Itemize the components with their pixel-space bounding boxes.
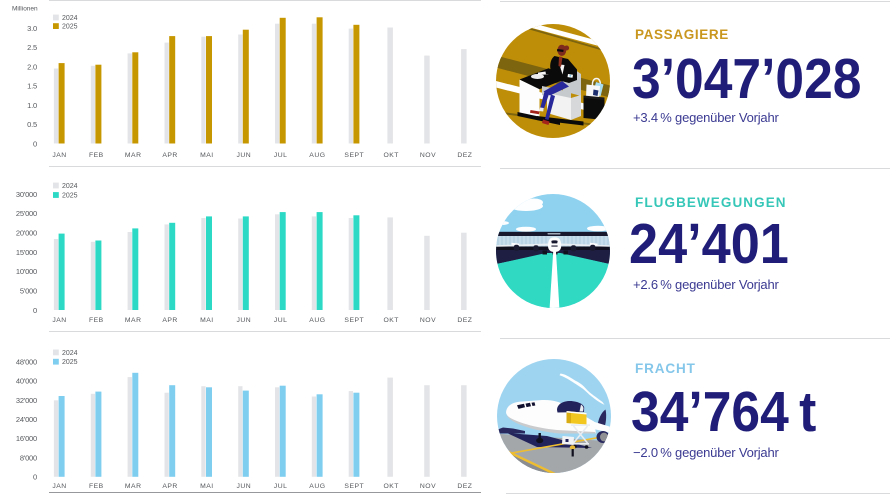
svg-text:2.0: 2.0 (27, 62, 37, 71)
svg-text:8'000: 8'000 (20, 453, 37, 462)
svg-text:APR: APR (162, 152, 177, 159)
svg-text:DEZ: DEZ (457, 317, 472, 324)
svg-text:FEB: FEB (89, 483, 104, 490)
svg-text:30'000: 30'000 (16, 190, 37, 199)
svg-text:10'000: 10'000 (16, 267, 37, 276)
svg-text:2024: 2024 (62, 15, 78, 22)
svg-text:NOV: NOV (420, 317, 436, 324)
svg-text:OKT: OKT (383, 152, 398, 159)
svg-text:MAI: MAI (200, 483, 214, 490)
svg-text:FEB: FEB (89, 152, 104, 159)
svg-text:20'000: 20'000 (16, 229, 37, 238)
svg-text:0: 0 (33, 473, 37, 482)
svg-text:JUL: JUL (274, 152, 288, 159)
svg-text:25'000: 25'000 (16, 209, 37, 218)
svg-text:48'000: 48'000 (16, 357, 37, 366)
svg-text:16'000: 16'000 (16, 434, 37, 443)
svg-text:MAR: MAR (125, 483, 142, 490)
svg-text:DEZ: DEZ (457, 483, 472, 490)
svg-text:MAR: MAR (125, 152, 142, 159)
svg-text:MAI: MAI (200, 152, 214, 159)
svg-text:APR: APR (162, 483, 177, 490)
svg-text:40'000: 40'000 (16, 377, 37, 386)
svg-text:JUN: JUN (236, 317, 251, 324)
svg-text:24'000: 24'000 (16, 415, 37, 424)
svg-text:JUN: JUN (236, 152, 251, 159)
svg-text:32'000: 32'000 (16, 396, 37, 405)
svg-text:5'000: 5'000 (20, 287, 37, 296)
svg-text:2024: 2024 (62, 350, 78, 357)
svg-text:JUN: JUN (236, 483, 251, 490)
svg-text:15'000: 15'000 (16, 248, 37, 257)
svg-text:NOV: NOV (420, 152, 436, 159)
svg-text:JAN: JAN (52, 317, 66, 324)
svg-text:Millionen: Millionen (12, 6, 38, 13)
svg-text:JAN: JAN (52, 483, 66, 490)
svg-text:AUG: AUG (309, 483, 325, 490)
svg-text:AUG: AUG (309, 152, 325, 159)
svg-text:OKT: OKT (383, 483, 398, 490)
svg-text:JAN: JAN (52, 152, 66, 159)
svg-text:JUL: JUL (274, 483, 288, 490)
svg-text:2025: 2025 (62, 192, 78, 199)
svg-text:0.5: 0.5 (27, 120, 37, 129)
svg-text:2024: 2024 (62, 183, 78, 190)
svg-text:SEPT: SEPT (344, 317, 364, 324)
svg-text:2025: 2025 (62, 359, 78, 366)
svg-text:2025: 2025 (62, 24, 78, 31)
svg-text:FEB: FEB (89, 317, 104, 324)
svg-text:0: 0 (33, 139, 37, 148)
svg-text:AUG: AUG (309, 317, 325, 324)
svg-text:MAR: MAR (125, 317, 142, 324)
svg-text:JUL: JUL (274, 317, 288, 324)
svg-text:DEZ: DEZ (457, 152, 472, 159)
svg-text:1.5: 1.5 (27, 82, 37, 91)
svg-text:SEPT: SEPT (344, 152, 364, 159)
svg-text:SEPT: SEPT (344, 483, 364, 490)
svg-text:2.5: 2.5 (27, 43, 37, 52)
svg-text:1.0: 1.0 (27, 101, 37, 110)
svg-text:0: 0 (33, 306, 37, 315)
svg-text:MAI: MAI (200, 317, 214, 324)
svg-text:3.0: 3.0 (27, 24, 37, 33)
svg-text:NOV: NOV (420, 483, 436, 490)
svg-text:APR: APR (162, 317, 177, 324)
svg-text:OKT: OKT (383, 317, 398, 324)
